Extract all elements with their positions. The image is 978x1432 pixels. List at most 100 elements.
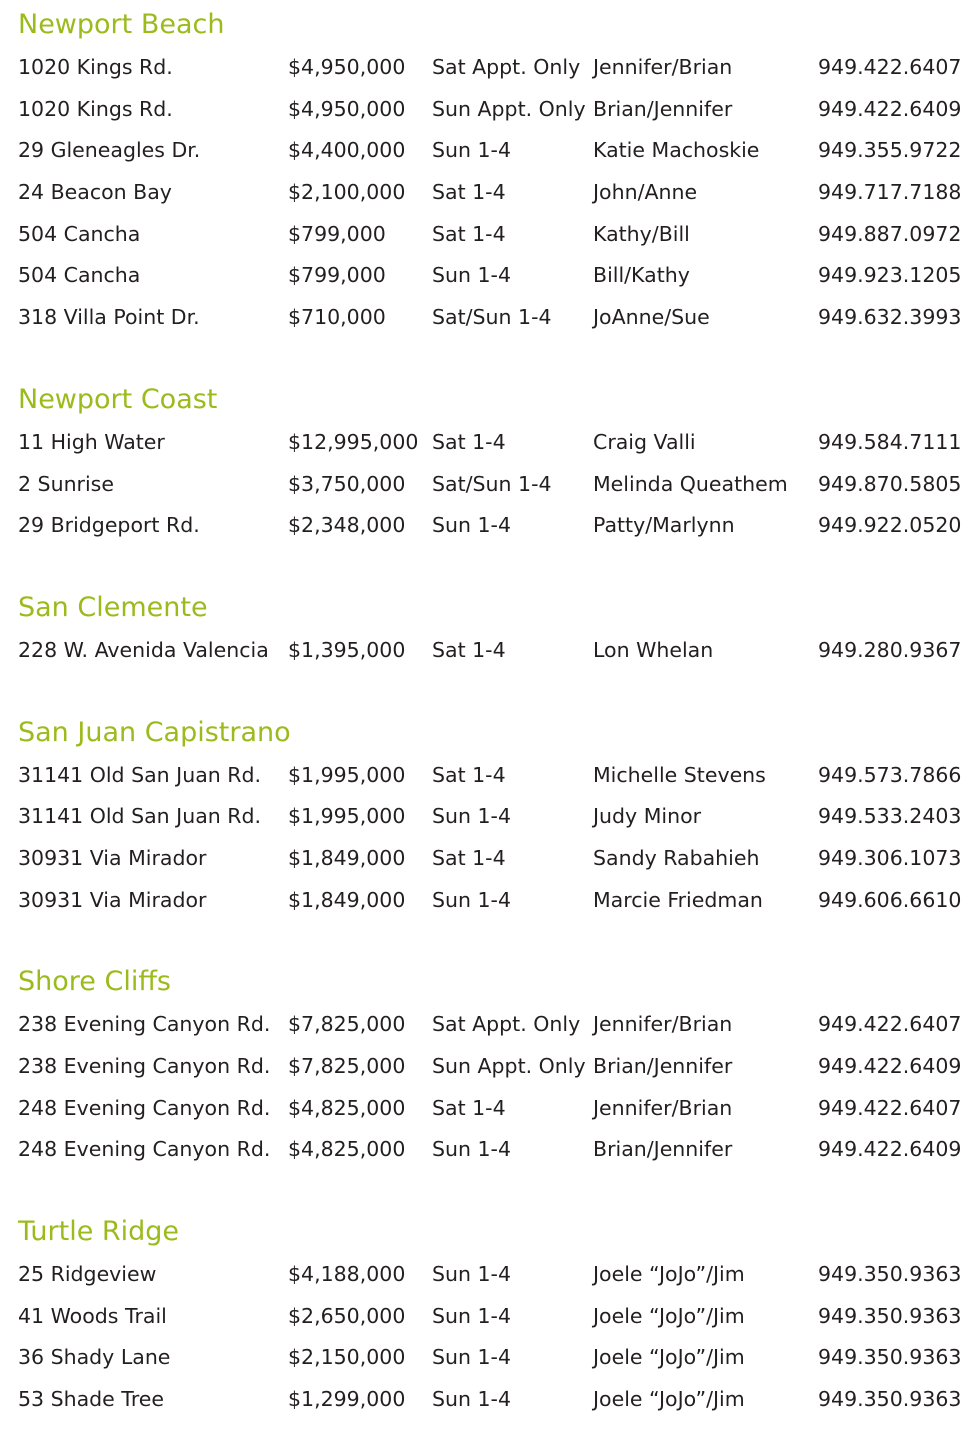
agent: John/Anne	[593, 180, 698, 205]
agent: Sandy Rabahieh	[593, 845, 760, 870]
open-time: Sat 1-4	[432, 637, 506, 662]
phone: 949.422.6409	[818, 1054, 962, 1078]
address: 30931 Via Mirador	[18, 845, 207, 870]
price: $1,395,000	[288, 637, 406, 662]
address: 318 Villa Point Dr.	[18, 305, 200, 330]
open-time: Sun 1-4	[432, 1345, 511, 1370]
listing-row: 24 Beacon Bay $2,100,000 Sat 1-4 John/Anne 9…	[0, 172, 978, 214]
agent: Patty/Marlynn	[593, 513, 735, 538]
phone: 949.533.2403	[818, 804, 962, 829]
listing-row: 53 Shade Tree $1,299,000 Sun 1-4 Joele “JoJ…	[0, 1379, 978, 1421]
phone: 949.355.9722	[818, 138, 962, 163]
agent: Joele “JoJo”/Jim	[593, 1345, 745, 1370]
listing-row: 504 Cancha $799,000 Sat 1-4 Kathy/Bill 949.8…	[0, 214, 978, 256]
agent: Lon Whelan	[593, 637, 714, 662]
agent: Jennifer/Brian	[593, 1095, 733, 1120]
phone: 949.422.6407	[818, 1095, 962, 1120]
address: 31141 Old San Juan Rd.	[18, 804, 262, 829]
agent: Brian/Jennifer	[593, 1137, 733, 1162]
price: $4,188,000	[288, 1262, 406, 1287]
listing-row: 228 W. Avenida Valencia $1,395,000 Sat 1-4…	[0, 630, 978, 672]
address: 41 Woods Trail	[18, 1303, 167, 1328]
phone: 949.422.6407	[818, 55, 962, 79]
phone: 949.350.9363	[818, 1345, 962, 1370]
phone: 949.887.0972	[818, 221, 962, 246]
phone: 949.422.6409	[818, 96, 962, 121]
agent: Judy Minor	[593, 804, 702, 829]
price: $2,650,000	[288, 1303, 406, 1328]
section-heading: Newport Beach	[18, 9, 225, 40]
agent: Marcie Friedman	[593, 887, 763, 912]
price: $4,825,000	[288, 1137, 406, 1162]
listing-row: 238 Evening Canyon Rd. $7,825,000 Sun Appt…	[0, 1046, 978, 1088]
phone: 949.870.5805	[818, 471, 962, 496]
listing-row: 248 Evening Canyon Rd. $4,825,000 Sun 1-4 B…	[0, 1129, 978, 1171]
price: $2,100,000	[288, 180, 406, 205]
phone: 949.306.1073	[818, 845, 962, 870]
listing-row: 238 Evening Canyon Rd. $7,825,000 Sat Appt…	[0, 1004, 978, 1046]
phone: 949.350.9363	[818, 1303, 962, 1328]
open-time: Sun 1-4	[432, 1387, 511, 1412]
address: 36 Shady Lane	[18, 1345, 171, 1370]
section-newport-beach: Newport Beach 1020 Kings Rd. $4,950,000 Sat…	[0, 3, 978, 339]
address: 2 Sunrise	[18, 471, 114, 496]
phone: 949.573.7866	[818, 762, 962, 787]
phone: 949.350.9363	[818, 1262, 962, 1287]
phone: 949.922.0520	[818, 513, 962, 538]
open-time: Sun 1-4	[432, 138, 511, 163]
phone: 949.280.9367	[818, 637, 962, 662]
agent: Michelle Stevens	[593, 762, 766, 787]
open-time: Sat 1-4	[432, 221, 506, 246]
price: $4,825,000	[288, 1095, 406, 1120]
address: 1020 Kings Rd.	[18, 55, 173, 79]
agent: Bill/Kathy	[593, 263, 690, 288]
price: $799,000	[288, 221, 386, 246]
listing-row: 31141 Old San Juan Rd. $1,995,000 Sun 1-4 J…	[0, 796, 978, 838]
agent: Craig Valli	[593, 429, 696, 454]
agent: Brian/Jennifer	[593, 96, 733, 121]
open-time: Sat Appt. Only	[432, 1012, 581, 1037]
price: $4,400,000	[288, 138, 406, 163]
listing-row: 1020 Kings Rd. $4,950,000 Sun Appt. Only Br…	[0, 89, 978, 131]
address: 238 Evening Canyon Rd.	[18, 1054, 271, 1078]
address: 504 Cancha	[18, 263, 141, 288]
agent: Jennifer/Brian	[593, 55, 733, 79]
address: 238 Evening Canyon Rd.	[18, 1012, 271, 1037]
listing-row: 2 Sunrise $3,750,000 Sat/Sun 1-4 Melinda Qu…	[0, 464, 978, 506]
section-heading: San Juan Capistrano	[18, 716, 291, 748]
phone: 949.584.7111	[818, 429, 962, 454]
open-time: Sun Appt. Only	[432, 96, 586, 121]
section-san-juan-capistrano: San Juan Capistrano 31141 Old San Juan Rd…	[0, 711, 978, 922]
open-time: Sun 1-4	[432, 513, 511, 538]
price: $7,825,000	[288, 1012, 406, 1037]
price: $4,950,000	[288, 96, 406, 121]
section-turtle-ridge: Turtle Ridge 25 Ridgeview $4,188,000 Sun 1-…	[0, 1210, 978, 1421]
open-time: Sat 1-4	[432, 180, 506, 205]
price: $1,299,000	[288, 1387, 406, 1412]
agent: Brian/Jennifer	[593, 1054, 733, 1078]
open-time: Sun 1-4	[432, 263, 511, 288]
open-time: Sat Appt. Only	[432, 55, 581, 79]
listing-row: 29 Gleneagles Dr. $4,400,000 Sun 1-4 Katie …	[0, 130, 978, 172]
listing-row: 25 Ridgeview $4,188,000 Sun 1-4 Joele “JoJo…	[0, 1254, 978, 1296]
price: $3,750,000	[288, 471, 406, 496]
phone: 949.717.7188	[818, 180, 962, 205]
price: $799,000	[288, 263, 386, 288]
listing-row: 31141 Old San Juan Rd. $1,995,000 Sat 1-4 M…	[0, 755, 978, 797]
open-time: Sun 1-4	[432, 1137, 511, 1162]
agent: Joele “JoJo”/Jim	[593, 1387, 745, 1412]
price: $4,950,000	[288, 55, 406, 79]
agent: Joele “JoJo”/Jim	[593, 1303, 745, 1328]
section-san-clemente: San Clemente 228 W. Avenida Valencia $1,39…	[0, 586, 978, 672]
price: $1,849,000	[288, 887, 406, 912]
agent: Melinda Queathem	[593, 471, 788, 496]
phone: 949.606.6610	[818, 887, 962, 912]
listing-row: 41 Woods Trail $2,650,000 Sun 1-4 Joele “Jo…	[0, 1296, 978, 1338]
listing-row: 1020 Kings Rd. $4,950,000 Sat Appt. Only Je…	[0, 47, 978, 89]
section-newport-coast: Newport Coast 11 High Water $12,995,000 Sat…	[0, 378, 978, 547]
price: $1,995,000	[288, 804, 406, 829]
open-time: Sat/Sun 1-4	[432, 471, 552, 496]
address: 504 Cancha	[18, 221, 141, 246]
address: 228 W. Avenida Valencia	[18, 637, 269, 662]
listing-row: 30931 Via Mirador $1,849,000 Sat 1-4 Sandy …	[0, 838, 978, 880]
